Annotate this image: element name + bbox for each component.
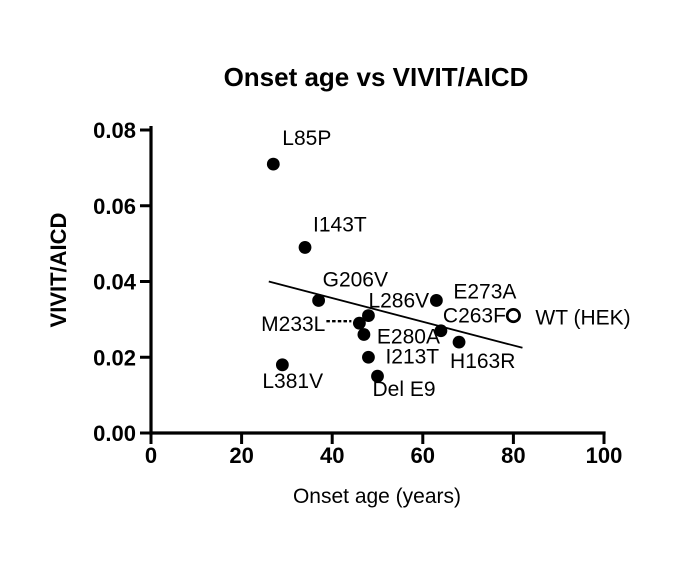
data-points-layer (266, 157, 521, 383)
y-axis-title: VIVIT/AICD (46, 213, 71, 328)
data-point-e280a (357, 328, 371, 341)
x-tick-label: 100 (586, 443, 623, 468)
x-tick-label: 20 (229, 443, 253, 468)
data-point-c263f (434, 324, 448, 338)
data-point-l381v (275, 358, 289, 372)
point-label-l286v: L286V (368, 290, 429, 313)
data-point-e273a (429, 294, 443, 307)
x-tick-label: 0 (145, 443, 157, 468)
chart-title: Onset age vs VIVIT/AICD (224, 62, 529, 92)
x-axis-title: Onset age (years) (293, 485, 461, 508)
trend-line (268, 280, 523, 349)
point-label-l85p: L85P (282, 127, 331, 150)
y-tick-label: 0.04 (93, 270, 137, 295)
data-point-i143t (298, 241, 312, 254)
point-label-i143t: I143T (313, 213, 367, 236)
point-label-e273a: E273A (453, 280, 516, 303)
point-label-l381v: L381V (262, 370, 323, 393)
x-tick-label: 40 (320, 443, 344, 468)
point-label-i213t: I213T (385, 345, 439, 368)
point-label-e280a: E280A (377, 326, 440, 349)
point-label-m233l: M233L (261, 313, 325, 336)
point-label-h163r: H163R (450, 350, 515, 373)
data-point-l85p (266, 157, 280, 171)
point-label-g206v: G206V (323, 268, 388, 291)
data-point-del-e9 (371, 369, 384, 383)
x-tick-label: 60 (411, 443, 435, 468)
y-tick-label: 0.02 (93, 345, 136, 370)
data-point-g206v (312, 294, 326, 307)
y-tick-label: 0.08 (93, 118, 136, 143)
data-point-m233l (352, 316, 366, 330)
data-point-l286v (362, 309, 375, 322)
point-label-del-e9: Del E9 (373, 378, 436, 401)
axes: 0 20 40 60 80 100 0.00 0.02 0.04 0.06 0.08 (93, 118, 622, 468)
x-tick-label: 80 (501, 443, 525, 468)
data-point-h163r (452, 335, 466, 349)
trend-line-layer (268, 280, 523, 349)
data-point-i213t (362, 350, 375, 364)
data-point-wt-hek (505, 308, 521, 324)
point-label-wt-hek: WT (HEK) (535, 307, 630, 330)
y-tick-label: 0.06 (93, 194, 136, 219)
y-tick-label: 0.00 (93, 421, 136, 446)
point-label-c263f: C263F (443, 305, 506, 328)
